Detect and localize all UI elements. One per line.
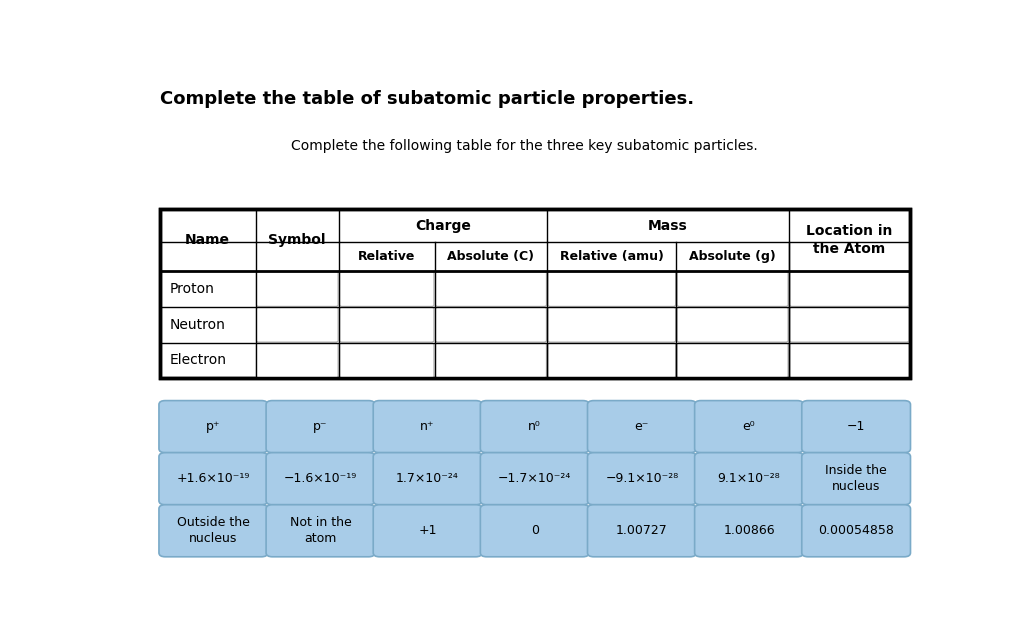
FancyBboxPatch shape	[677, 307, 788, 342]
FancyBboxPatch shape	[480, 505, 589, 557]
Text: Absolute (g): Absolute (g)	[689, 251, 776, 263]
FancyBboxPatch shape	[588, 505, 696, 557]
Bar	[160, 209, 909, 378]
Text: Complete the following table for the three key subatomic particles.: Complete the following table for the thr…	[292, 139, 758, 153]
FancyBboxPatch shape	[266, 401, 375, 453]
FancyBboxPatch shape	[159, 401, 267, 453]
FancyBboxPatch shape	[373, 453, 482, 505]
FancyBboxPatch shape	[159, 505, 267, 557]
FancyBboxPatch shape	[256, 307, 338, 342]
FancyBboxPatch shape	[266, 453, 375, 505]
Text: Charge: Charge	[415, 218, 471, 232]
FancyBboxPatch shape	[694, 453, 804, 505]
FancyBboxPatch shape	[790, 343, 909, 378]
Text: n⁰: n⁰	[528, 420, 541, 433]
FancyBboxPatch shape	[677, 343, 788, 378]
FancyBboxPatch shape	[159, 453, 267, 505]
FancyBboxPatch shape	[548, 307, 676, 342]
FancyBboxPatch shape	[677, 272, 788, 307]
Text: +1.6×10⁻¹⁹: +1.6×10⁻¹⁹	[176, 472, 250, 485]
Text: e⁰: e⁰	[742, 420, 756, 433]
FancyBboxPatch shape	[588, 401, 696, 453]
Text: Name: Name	[185, 233, 230, 247]
Text: Inside the
nucleus: Inside the nucleus	[825, 464, 887, 493]
FancyBboxPatch shape	[435, 343, 547, 378]
FancyBboxPatch shape	[694, 401, 804, 453]
Text: Electron: Electron	[169, 354, 226, 368]
FancyBboxPatch shape	[802, 453, 910, 505]
FancyBboxPatch shape	[694, 505, 804, 557]
FancyBboxPatch shape	[588, 453, 696, 505]
Text: 0: 0	[530, 524, 539, 537]
FancyBboxPatch shape	[480, 401, 589, 453]
Text: −1.7×10⁻²⁴: −1.7×10⁻²⁴	[498, 472, 571, 485]
Text: 1.00727: 1.00727	[616, 524, 668, 537]
FancyBboxPatch shape	[373, 401, 482, 453]
Text: −9.1×10⁻²⁸: −9.1×10⁻²⁸	[605, 472, 679, 485]
Text: Relative (amu): Relative (amu)	[560, 251, 664, 263]
FancyBboxPatch shape	[790, 272, 909, 307]
Text: +1: +1	[419, 524, 437, 537]
FancyBboxPatch shape	[480, 453, 589, 505]
FancyBboxPatch shape	[256, 343, 338, 378]
FancyBboxPatch shape	[340, 307, 434, 342]
Bar	[160, 209, 909, 378]
Text: 1.00866: 1.00866	[723, 524, 775, 537]
Text: e⁻: e⁻	[635, 420, 649, 433]
FancyBboxPatch shape	[373, 505, 482, 557]
FancyBboxPatch shape	[802, 401, 910, 453]
Text: Complete the table of subatomic particle properties.: Complete the table of subatomic particle…	[160, 90, 694, 108]
Text: n⁺: n⁺	[420, 420, 435, 433]
Text: −1: −1	[847, 420, 865, 433]
Text: −1.6×10⁻¹⁹: −1.6×10⁻¹⁹	[284, 472, 357, 485]
FancyBboxPatch shape	[548, 272, 676, 307]
Text: Location in
the Atom: Location in the Atom	[806, 223, 893, 256]
Text: 0.00054858: 0.00054858	[818, 524, 894, 537]
FancyBboxPatch shape	[266, 505, 375, 557]
FancyBboxPatch shape	[548, 343, 676, 378]
Text: Relative: Relative	[358, 251, 416, 263]
Text: Symbol: Symbol	[268, 233, 326, 247]
Text: Mass: Mass	[648, 218, 688, 232]
Text: Proton: Proton	[169, 282, 214, 296]
Text: Absolute (C): Absolute (C)	[447, 251, 535, 263]
FancyBboxPatch shape	[790, 307, 909, 342]
FancyBboxPatch shape	[435, 272, 547, 307]
FancyBboxPatch shape	[435, 307, 547, 342]
FancyBboxPatch shape	[256, 272, 338, 307]
Text: 1.7×10⁻²⁴: 1.7×10⁻²⁴	[396, 472, 459, 485]
FancyBboxPatch shape	[802, 505, 910, 557]
FancyBboxPatch shape	[340, 272, 434, 307]
Text: 9.1×10⁻²⁸: 9.1×10⁻²⁸	[718, 472, 780, 485]
Text: Outside the
nucleus: Outside the nucleus	[177, 516, 250, 545]
Text: Not in the
atom: Not in the atom	[290, 516, 351, 545]
FancyBboxPatch shape	[340, 343, 434, 378]
Text: p⁺: p⁺	[206, 420, 220, 433]
Text: Neutron: Neutron	[169, 317, 225, 332]
Text: p⁻: p⁻	[313, 420, 328, 433]
